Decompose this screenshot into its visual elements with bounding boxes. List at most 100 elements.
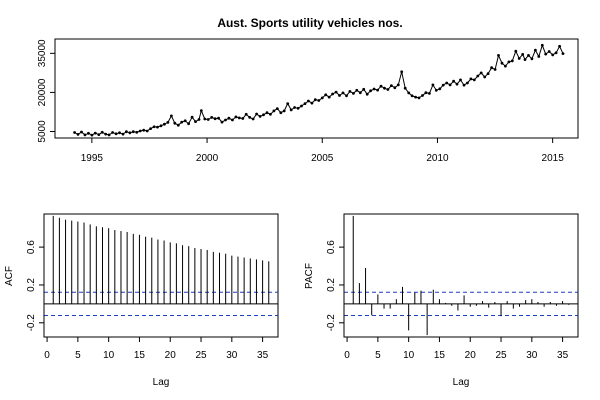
y-tick-label: -0.2 [326, 314, 337, 332]
data-point [393, 86, 397, 90]
data-point [166, 121, 170, 124]
data-point [497, 54, 500, 57]
series-line-path [74, 43, 564, 136]
data-point [118, 131, 121, 135]
data-point [163, 122, 166, 126]
x-tick-label: 20 [465, 350, 477, 361]
data-point [241, 117, 245, 120]
data-point [355, 88, 359, 92]
data-point [331, 92, 334, 96]
data-point [170, 114, 173, 118]
data-point [403, 86, 407, 90]
x-tick-label: 10 [103, 350, 115, 361]
data-point [379, 84, 383, 88]
data-point [269, 112, 272, 116]
data-point [424, 91, 428, 95]
data-point [547, 50, 551, 53]
y-tick-label: 0.6 [26, 240, 37, 254]
data-point [386, 88, 390, 91]
data-point [486, 72, 490, 75]
data-point [107, 133, 111, 137]
data-point [231, 118, 234, 122]
y-axis-label: ACF [4, 266, 15, 286]
acf-bars [52, 215, 270, 304]
data-point [131, 130, 135, 134]
data-point [327, 95, 331, 99]
x-axis: 1995 2000 2005 2010 2015 [81, 137, 564, 164]
data-point [472, 78, 476, 82]
data-point [262, 113, 265, 117]
y-tick-label: 0.6 [326, 240, 337, 254]
data-point [121, 132, 125, 136]
data-point [527, 54, 530, 57]
data-point [551, 53, 555, 57]
x-tick-label: 25 [195, 350, 207, 361]
x-axis: 0 5 10 15 20 25 30 35 [44, 336, 269, 361]
data-point [224, 118, 227, 122]
data-point [303, 102, 307, 105]
data-point [310, 101, 314, 105]
data-point [317, 99, 321, 102]
data-point [190, 115, 194, 119]
data-point [400, 70, 404, 74]
data-point [142, 128, 146, 132]
pacf-panel: 0 5 10 15 20 25 30 35 -0.2 0.2 0.6 Lag PACF [304, 213, 579, 388]
x-axis: 0 5 10 15 20 25 30 35 [344, 336, 569, 361]
data-point [365, 92, 369, 96]
data-point [279, 111, 283, 115]
time-series-panel: Aust. Sports utility vehicles nos. 1995 2… [37, 16, 579, 164]
data-point [199, 109, 203, 112]
data-point [210, 116, 214, 119]
x-tick-label: 35 [557, 350, 569, 361]
data-point [455, 82, 459, 86]
data-point [93, 131, 97, 135]
data-point [396, 83, 400, 87]
x-tick-label: 0 [44, 350, 50, 361]
data-point [300, 104, 303, 108]
x-axis-label: Lag [153, 377, 170, 388]
data-point [479, 71, 483, 75]
data-point [183, 119, 187, 123]
acf-panel: 0 5 10 15 20 25 30 35 -0.2 0.2 0.6 Lag ACF [4, 213, 279, 388]
data-point [286, 102, 290, 105]
data-point [537, 55, 541, 58]
data-point [265, 111, 269, 115]
data-point [428, 92, 431, 95]
data-point [390, 84, 393, 87]
data-point [452, 79, 455, 83]
data-point [417, 96, 421, 100]
x-axis-label: Lag [453, 377, 470, 388]
data-point [445, 81, 449, 85]
data-point [372, 87, 376, 91]
data-point [504, 64, 507, 68]
data-point [410, 94, 414, 98]
y-tick-label: -0.2 [26, 314, 37, 332]
data-point [80, 130, 83, 134]
data-point [293, 106, 296, 109]
y-axis: -0.2 0.2 0.6 [326, 240, 345, 332]
pacf-bars [352, 215, 570, 336]
data-point [469, 77, 473, 81]
plot-frame [54, 38, 579, 139]
data-point [320, 96, 324, 100]
y-axis-label: PACF [304, 263, 315, 289]
data-point [493, 68, 497, 71]
data-point [87, 131, 90, 135]
data-point [490, 66, 493, 70]
x-tick-label: 15 [134, 350, 146, 361]
series-line [73, 43, 565, 137]
data-point [554, 51, 558, 55]
data-point [466, 81, 469, 85]
plot-frame [343, 213, 579, 338]
x-tick-label: 0 [344, 350, 350, 361]
data-point [234, 115, 238, 119]
data-point [114, 132, 118, 136]
data-point [296, 106, 300, 110]
y-axis: 5000 20000 35000 [37, 39, 56, 143]
data-point [441, 83, 445, 87]
data-point [244, 112, 248, 116]
data-point [517, 57, 521, 60]
data-point [289, 108, 293, 112]
data-point [307, 99, 310, 103]
